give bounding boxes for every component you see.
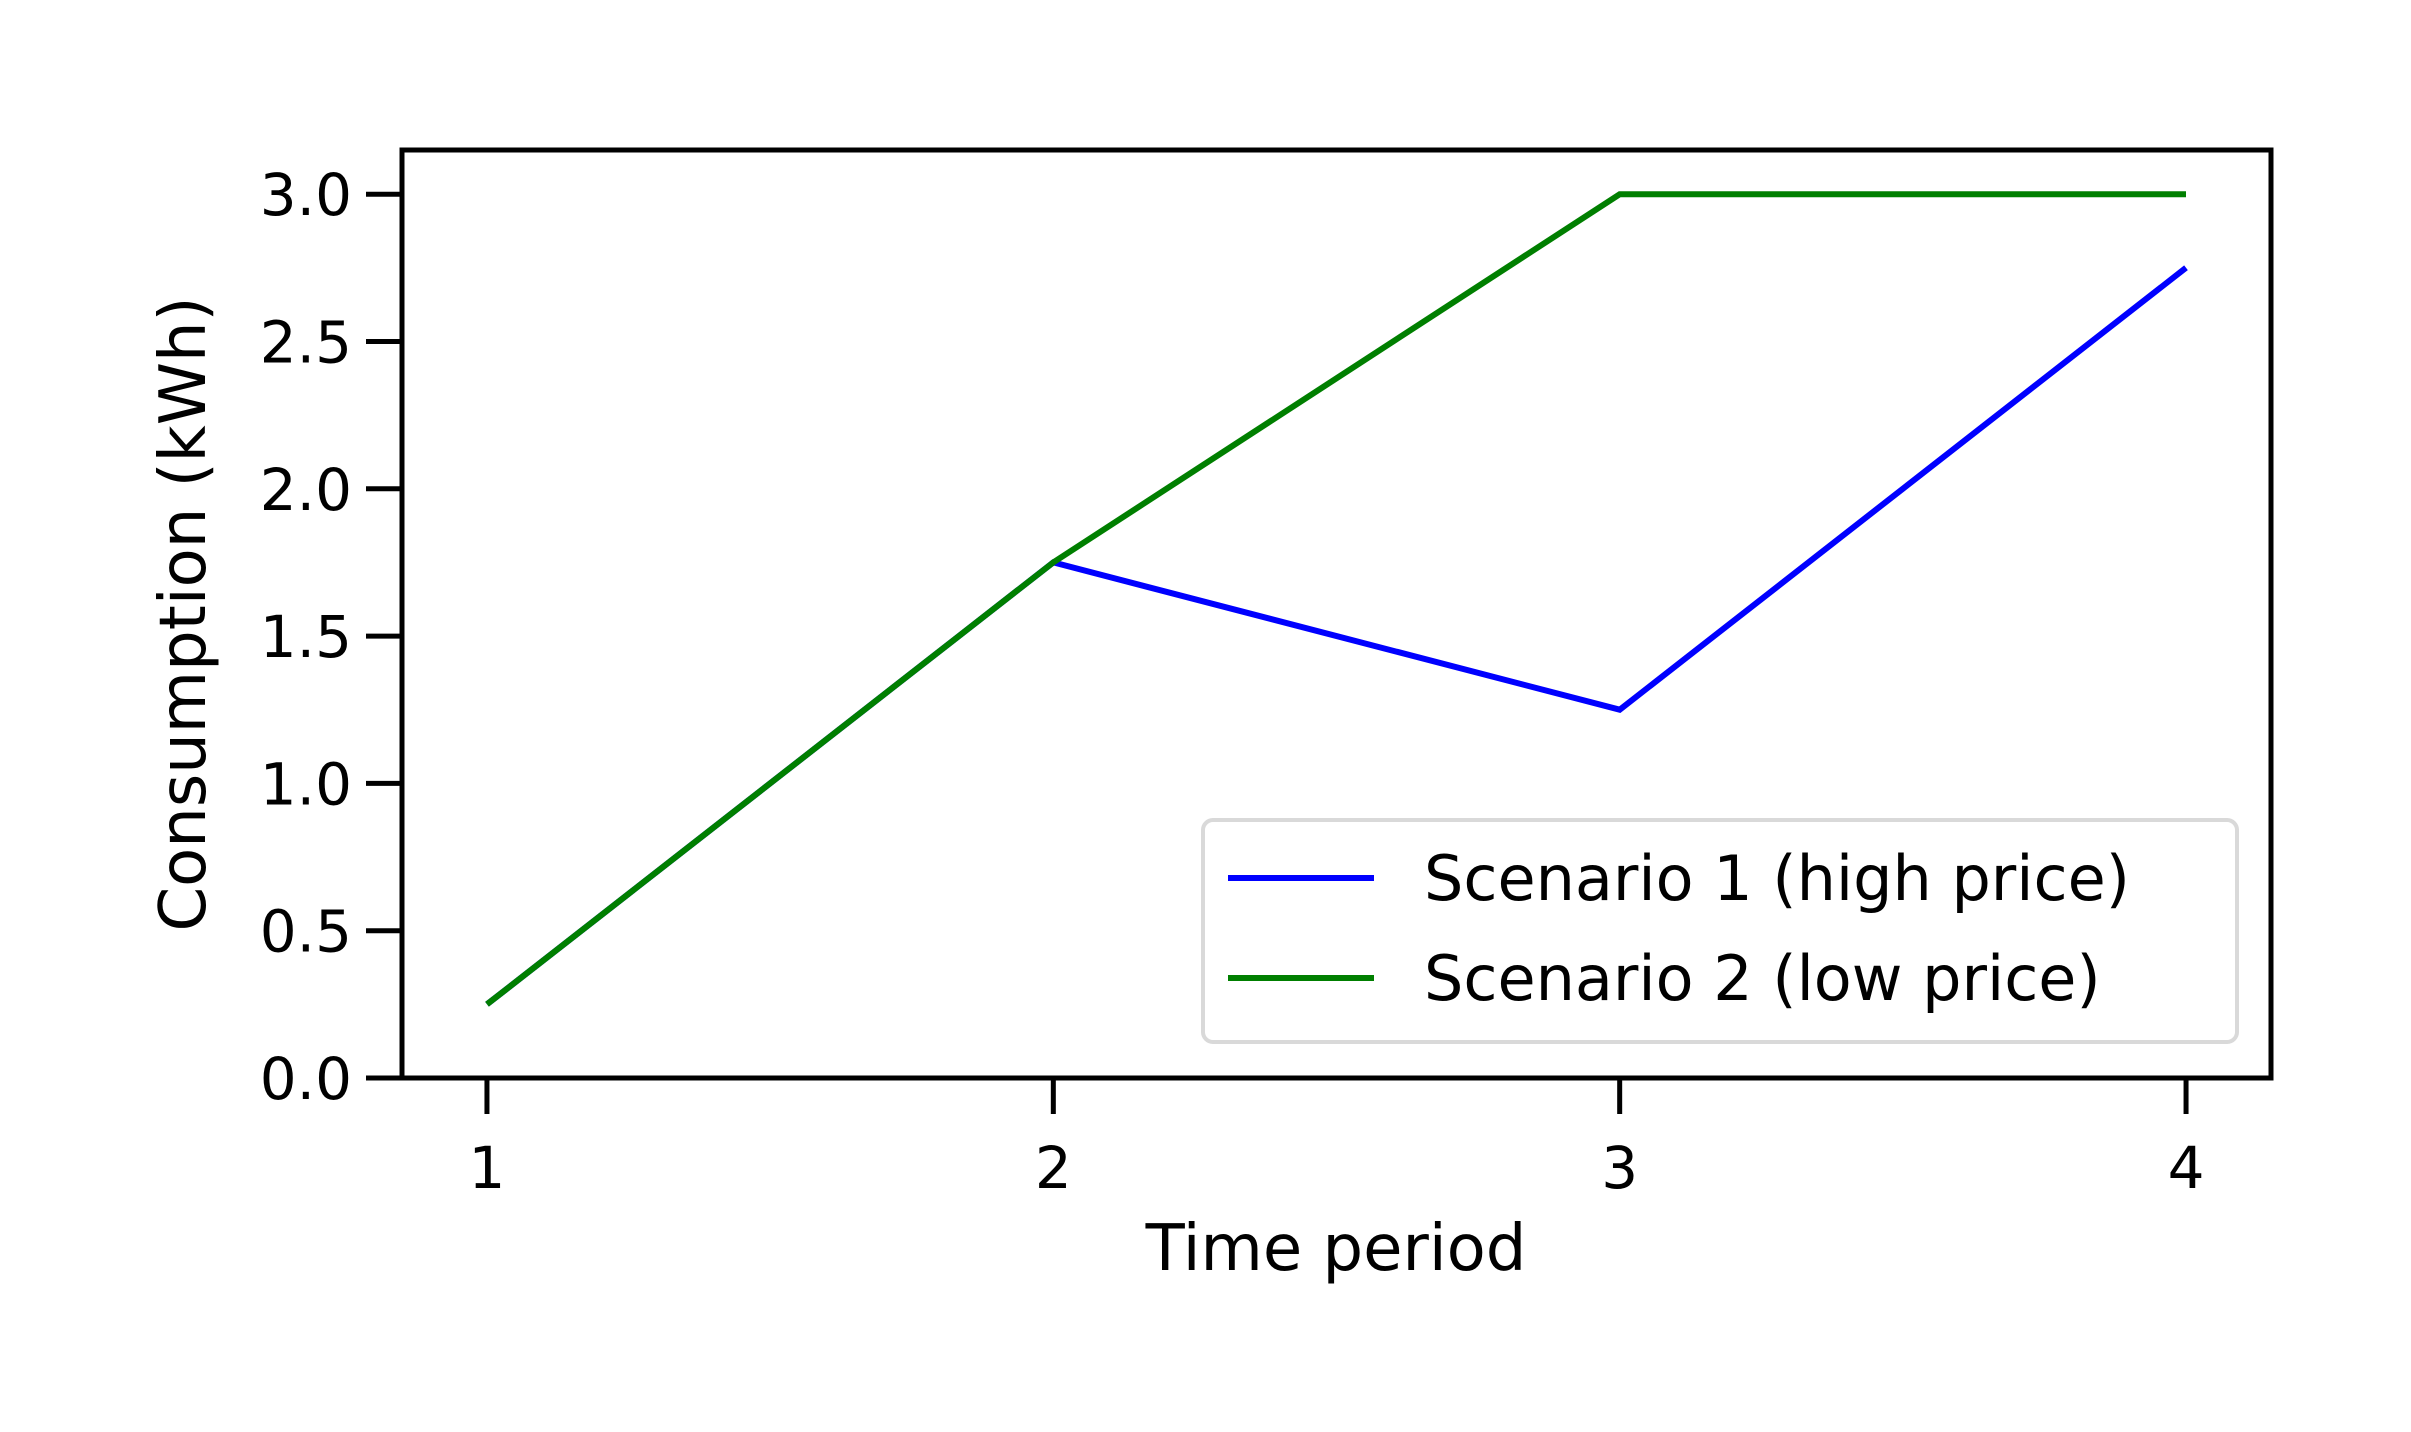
y-tick-label: 2.0 — [260, 456, 352, 524]
legend-label-scenario-1: Scenario 1 (high price) — [1424, 842, 2130, 915]
y-tick-label: 1.0 — [260, 750, 352, 818]
legend-label-scenario-2: Scenario 2 (low price) — [1424, 942, 2101, 1015]
y-axis-title: Consumption (kWh) — [147, 296, 221, 931]
legend-box — [1201, 818, 2239, 1044]
y-tick-label: 2.5 — [260, 308, 352, 376]
y-tick-label: 0.5 — [260, 898, 352, 966]
x-tick-label: 2 — [1035, 1134, 1072, 1202]
plot-frame — [399, 147, 2274, 1081]
series-layer — [485, 191, 2188, 1007]
y-tick-label: 0.0 — [260, 1045, 352, 1113]
y-tick-label: 1.5 — [260, 603, 352, 671]
x-tick-label: 3 — [1601, 1134, 1638, 1202]
x-axis-title: Time period — [1145, 1212, 1527, 1286]
x-tick-label: 4 — [2168, 1134, 2205, 1202]
legend: Scenario 1 (high price) Scenario 2 (low … — [1201, 818, 2239, 1044]
x-axis: 1 2 3 4 — [469, 1078, 2205, 1202]
series-line-scenario-2 — [485, 191, 2186, 1007]
y-tick-label: 3.0 — [260, 161, 352, 229]
y-axis: 0.0 0.5 1.0 1.5 2.0 2.5 3.0 — [260, 161, 402, 1113]
x-tick-label: 1 — [469, 1134, 506, 1202]
